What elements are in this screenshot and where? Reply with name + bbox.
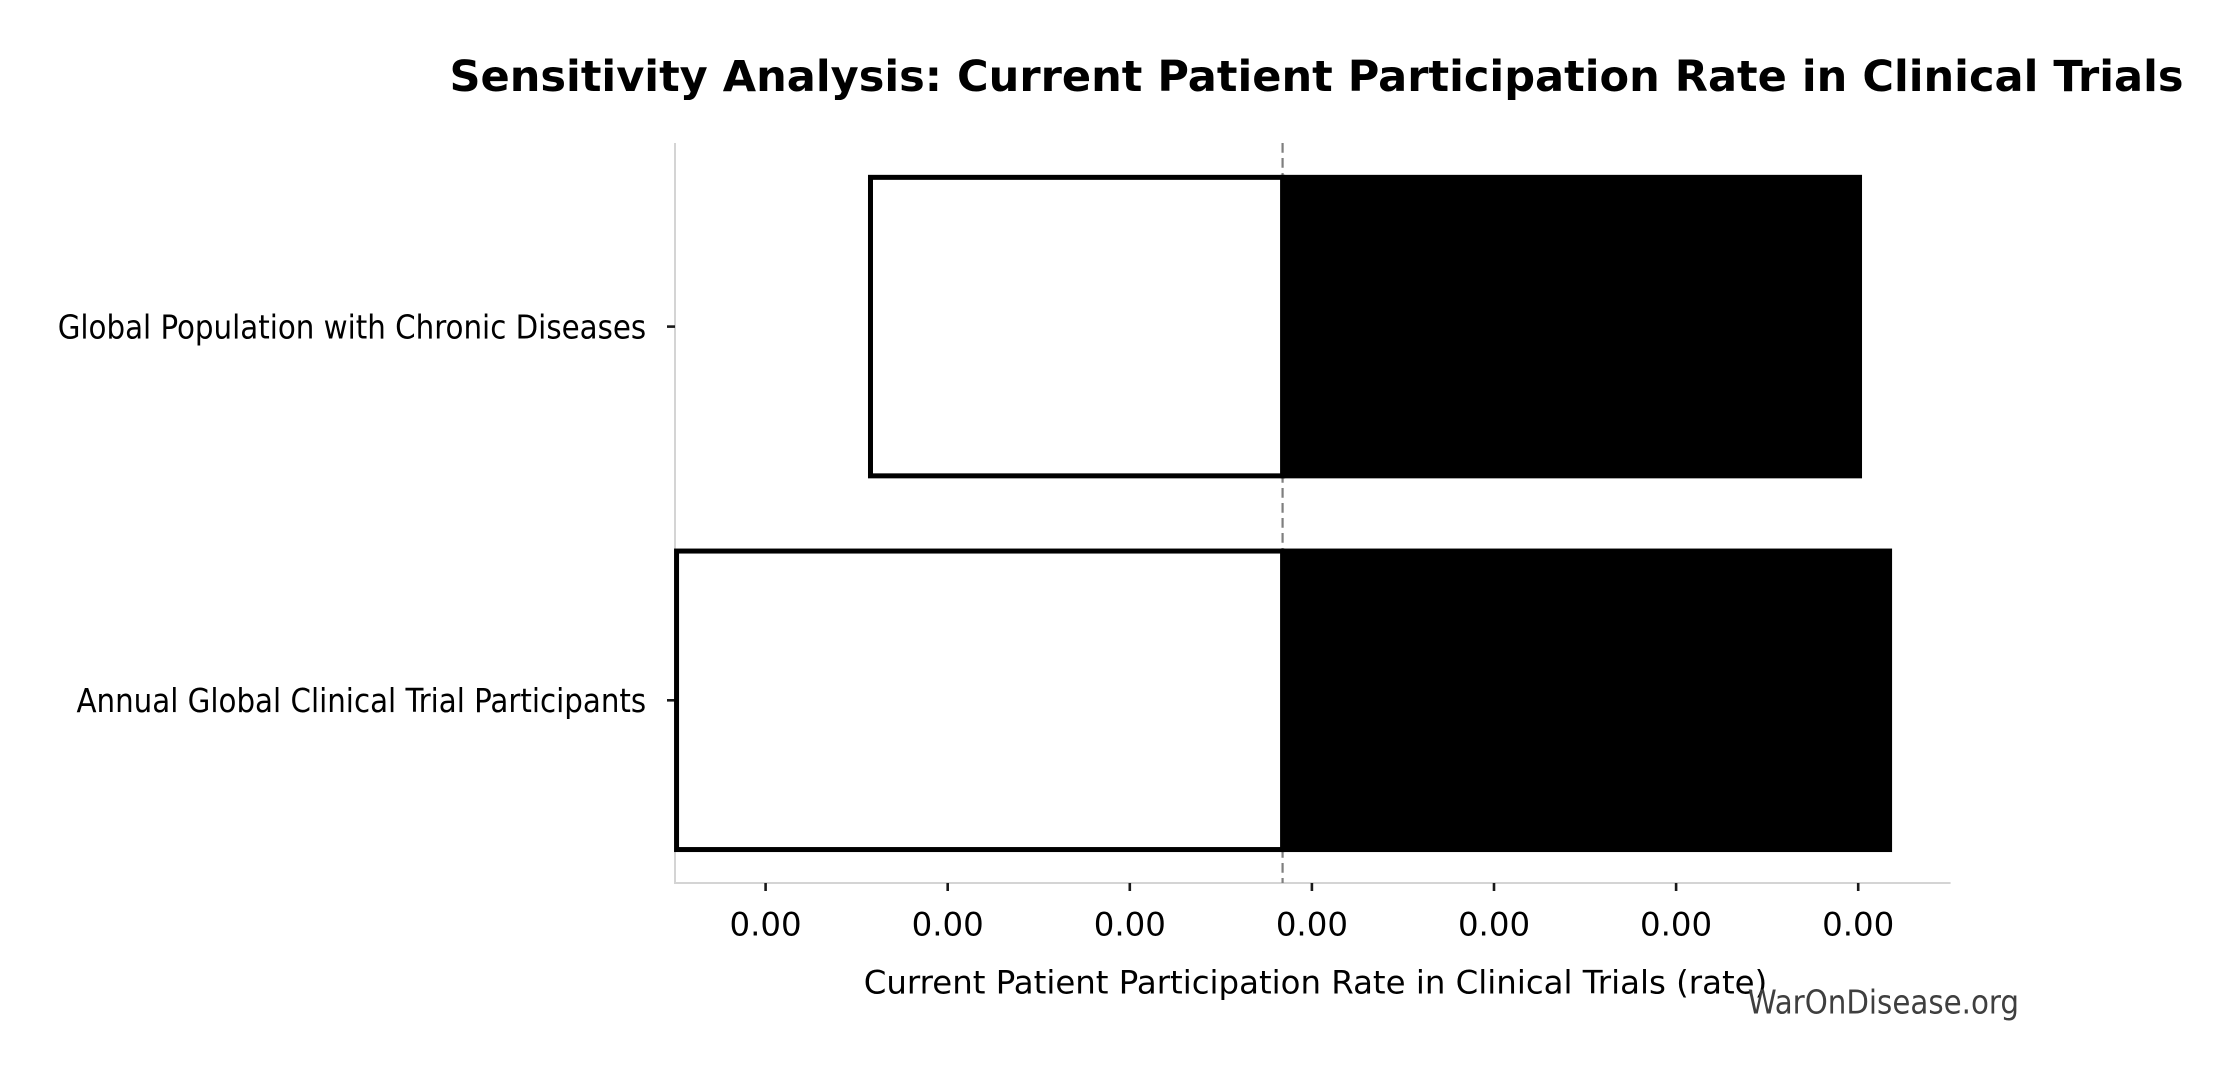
x-tick-label-2: 0.00 (1094, 906, 1166, 944)
watermark-text: WarOnDisease.org (1748, 984, 2019, 1022)
bar-low-side-1 (674, 548, 1286, 853)
x-tick-labels: 0.00 0.00 0.00 0.00 0.00 0.00 0.00 (730, 906, 1895, 944)
x-tick-label-6: 0.00 (1822, 906, 1894, 944)
x-tick-label-3: 0.00 (1276, 906, 1348, 944)
x-tick-label-5: 0.00 (1640, 906, 1712, 944)
category-label-0: Global Population with Chronic Diseases (58, 309, 647, 347)
tornado-bars (674, 174, 1893, 853)
x-axis-label: Current Patient Participation Rate in Cl… (864, 964, 1767, 1002)
category-label-1: Annual Global Clinical Trial Participant… (76, 682, 646, 720)
bar-high-side-1 (1280, 548, 1893, 853)
x-tick-label-4: 0.00 (1458, 906, 1530, 944)
x-tick-label-0: 0.00 (730, 906, 802, 944)
bar-high-side-0 (1280, 174, 1863, 479)
y-category-labels: Global Population with Chronic Diseases … (58, 309, 647, 721)
x-tick-label-1: 0.00 (912, 906, 984, 944)
axis-tick-marks (667, 325, 1860, 891)
chart-title: Sensitivity Analysis: Current Patient Pa… (449, 52, 2183, 102)
bar-low-side-0 (867, 174, 1286, 479)
